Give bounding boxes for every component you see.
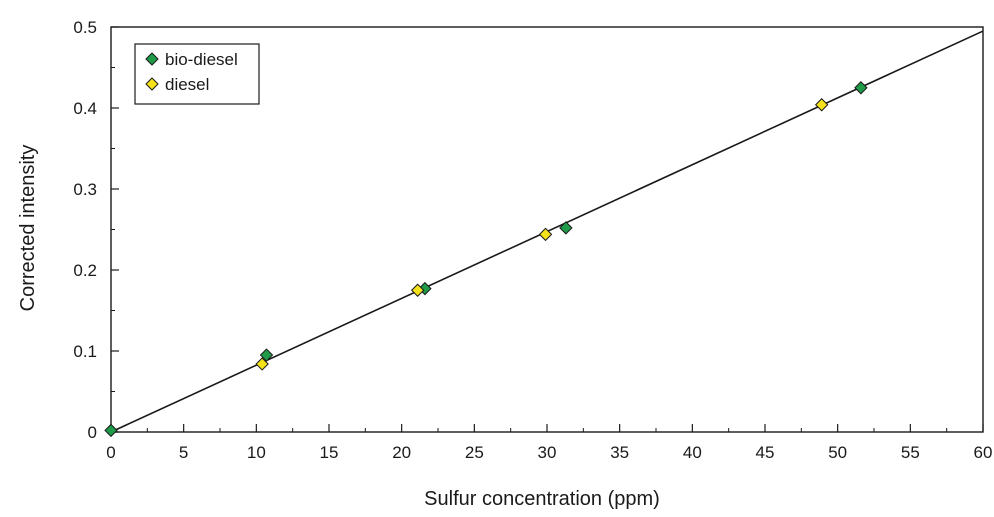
x-tick-label: 5 [179,443,188,462]
y-tick-label: 0.3 [73,180,97,199]
axis-ticks [110,26,984,433]
x-tick-label: 20 [392,443,411,462]
x-tick-label: 25 [465,443,484,462]
data-point-diesel [538,227,553,242]
legend-marker-bio-diesel [145,52,159,66]
legend-label-diesel: diesel [165,75,209,94]
tick-labels: 0 5 10 15 20 25 30 35 40 45 50 55 60 0 0.1 0.2 0.3 0.4 0.5 [73,18,992,462]
data-point-diesel [410,283,425,297]
x-tick-label: 30 [538,443,557,462]
x-tick-label: 15 [320,443,339,462]
y-tick-label: 0.1 [73,342,97,361]
y-tick-label: 0.5 [73,18,97,37]
x-axis-title: Sulfur concentration (ppm) [424,488,660,510]
x-tick-label: 45 [756,443,775,462]
y-tick-label: 0.2 [73,261,97,280]
data-point-diesel [255,357,269,371]
x-tick-label: 35 [610,443,629,462]
data-point-bio-diesel [559,221,573,235]
x-tick-label: 55 [901,443,920,462]
legend-label-bio-diesel: bio-diesel [165,50,238,69]
plot-area-frame [110,26,984,433]
legend-box [134,43,260,105]
y-tick-label: 0 [88,423,97,442]
data-points [104,81,868,438]
y-tick-label: 0.4 [73,99,97,118]
data-point-diesel [814,98,829,112]
y-axis-title: Corrected intensity [17,145,39,312]
x-tick-label: 60 [974,443,993,462]
x-tick-label: 10 [247,443,266,462]
data-point-bio-diesel [104,423,118,438]
legend-marker-diesel [145,77,159,91]
legend: bio-diesel diesel [134,43,260,105]
x-tick-label: 0 [106,443,115,462]
data-point-bio-diesel [854,81,868,95]
data-point-bio-diesel [259,348,274,362]
x-tick-label: 40 [683,443,702,462]
x-tick-label: 50 [828,443,847,462]
